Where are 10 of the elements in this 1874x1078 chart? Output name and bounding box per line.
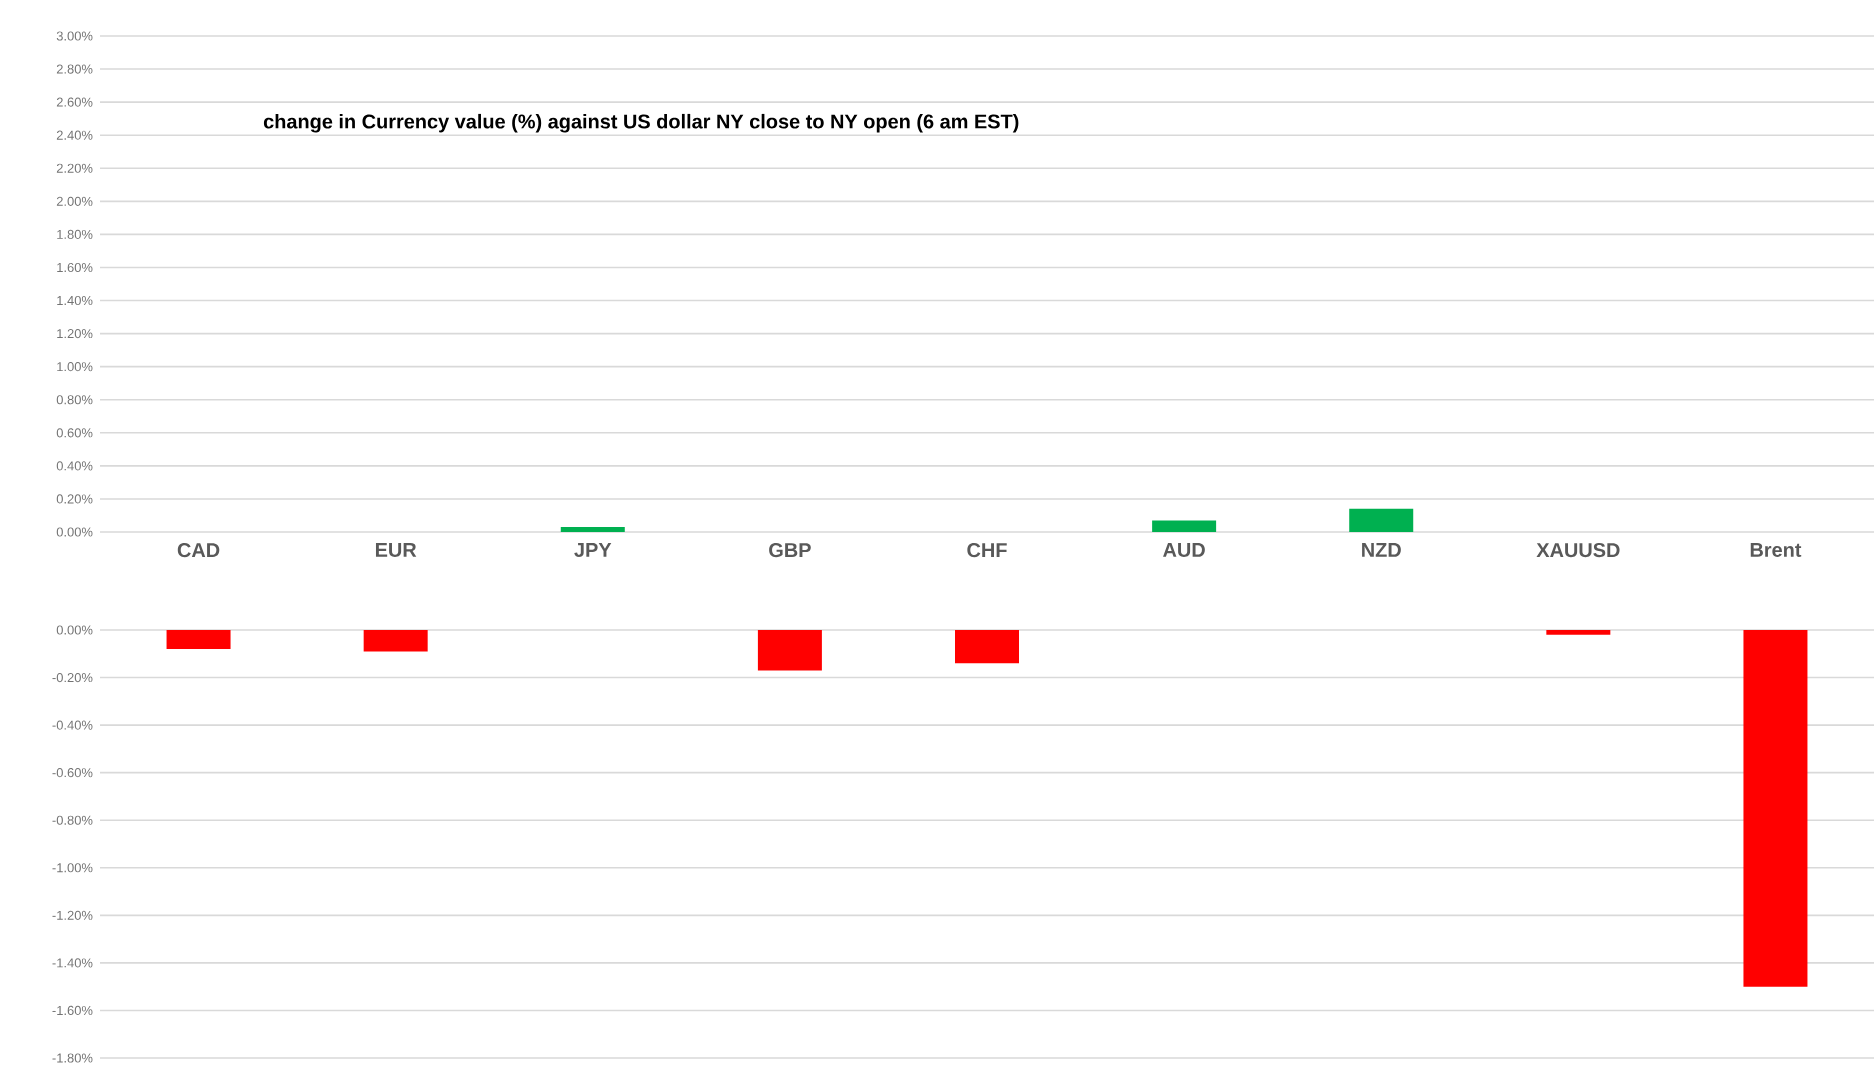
- x-tick-label: JPY: [574, 543, 612, 557]
- x-tick-label: GBP: [769, 543, 811, 558]
- x-tick-label: XAUUSD: [1536, 543, 1620, 558]
- x-tick-label: AUD: [1163, 543, 1205, 557]
- text: change in Currency value (%) against US dollar NY close to NY open (6 am EST): [263, 113, 1019, 133]
- x-tick-label: CAD: [177, 543, 220, 558]
- x-tick-label: Brent: [1750, 543, 1802, 557]
- x-tick-label: NZD: [1362, 543, 1401, 557]
- x-tick-label: EUR: [375, 543, 417, 557]
- x-tick-label: CHF: [967, 543, 1007, 558]
